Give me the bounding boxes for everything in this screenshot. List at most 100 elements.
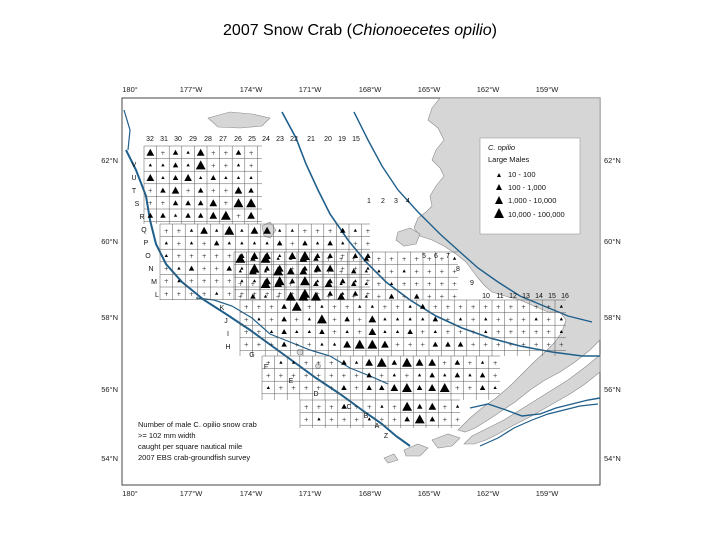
station-catch-symbol	[281, 303, 287, 309]
station-catch-symbol	[454, 372, 461, 378]
station-no-catch: +	[304, 360, 309, 367]
station-no-catch: +	[339, 268, 344, 275]
row-label: U	[131, 175, 136, 182]
lat-tick-left: 58°N	[101, 313, 118, 322]
station-no-catch: +	[211, 162, 216, 169]
station-catch-symbol	[428, 402, 437, 410]
station-catch-symbol	[238, 269, 242, 273]
station-no-catch: +	[395, 304, 400, 311]
contour-aleutian	[469, 397, 601, 417]
station-catch-symbol	[209, 199, 218, 207]
column-label: 21	[307, 136, 315, 143]
station-catch-symbol	[340, 227, 346, 233]
station-catch-symbol	[468, 373, 472, 377]
station-no-catch: +	[244, 342, 249, 349]
station-no-catch: +	[402, 294, 407, 301]
row-label: A	[375, 423, 380, 430]
station-no-catch: +	[269, 342, 274, 349]
station-catch-symbol	[278, 228, 282, 232]
station-catch-symbol	[402, 269, 406, 273]
station-catch-symbol	[421, 317, 425, 321]
lat-tick-right: 54°N	[604, 454, 621, 463]
station-no-catch: +	[455, 416, 460, 423]
station-no-catch: +	[328, 228, 333, 235]
station-no-catch: +	[365, 228, 370, 235]
station-no-catch: +	[353, 266, 358, 273]
station-no-catch: +	[256, 342, 261, 349]
survey-grid	[143, 145, 566, 428]
station-no-catch: +	[427, 281, 432, 288]
station-no-catch: +	[244, 329, 249, 336]
lat-ticks-right: 62°N 60°N 58°N 56°N 54°N	[604, 156, 621, 463]
station-catch-symbol	[414, 293, 420, 299]
station-no-catch: +	[357, 329, 362, 336]
station-catch-symbol	[278, 254, 282, 257]
station-no-catch: +	[211, 150, 216, 157]
station-no-catch: +	[376, 256, 381, 263]
station-no-catch: +	[339, 256, 344, 263]
station-catch-symbol	[402, 383, 412, 392]
station-catch-symbol	[276, 256, 280, 260]
station-catch-symbol	[404, 416, 410, 422]
station-no-catch: +	[414, 281, 419, 288]
station-catch-symbol	[417, 373, 422, 377]
station-catch-symbol	[240, 279, 244, 283]
station-no-catch: +	[202, 253, 207, 260]
station-no-catch: +	[332, 329, 337, 336]
legend-class-2: 100 - 1,000	[508, 183, 546, 192]
column-label: 19	[338, 136, 346, 143]
station-catch-symbol	[172, 200, 179, 206]
station-catch-symbol	[381, 340, 389, 348]
station-catch-symbol	[302, 240, 308, 246]
column-label: 31	[160, 136, 168, 143]
column-label: 26	[234, 136, 242, 143]
legend-class-1: 10 - 100	[508, 170, 536, 179]
lon-tick-bottom: 180°	[122, 489, 138, 498]
station-no-catch: +	[244, 304, 249, 311]
station-catch-symbol	[185, 212, 191, 218]
station-catch-symbol	[279, 360, 283, 364]
station-catch-symbol	[445, 341, 451, 347]
lat-tick-left: 56°N	[101, 385, 118, 394]
station-catch-symbol	[233, 198, 244, 208]
alaska-peninsula	[463, 354, 601, 445]
station-no-catch: +	[329, 385, 334, 392]
station-catch-symbol	[172, 162, 179, 168]
station-no-catch: +	[244, 316, 249, 323]
station-no-catch: +	[189, 278, 194, 285]
station-no-catch: +	[471, 329, 476, 336]
lon-tick-bottom: 171°W	[299, 489, 323, 498]
station-no-catch: +	[304, 385, 309, 392]
station-catch-symbol	[455, 404, 460, 408]
column-label: 7	[446, 253, 450, 260]
station-no-catch: +	[546, 304, 551, 311]
station-catch-symbol	[368, 328, 377, 335]
station-catch-symbol	[250, 255, 256, 261]
row-label: H	[225, 344, 230, 351]
note-line-4: 2007 EBS crab-groundfish survey	[138, 453, 250, 462]
station-no-catch: +	[290, 266, 295, 273]
station-catch-symbol	[260, 279, 271, 288]
station-no-catch: +	[329, 404, 334, 411]
station-catch-symbol	[249, 267, 257, 275]
station-no-catch: +	[256, 304, 261, 311]
station-catch-symbol	[146, 148, 155, 156]
lat-tick-right: 60°N	[604, 237, 621, 246]
station-catch-symbol	[281, 341, 287, 347]
station-no-catch: +	[266, 372, 271, 379]
station-catch-symbol	[209, 211, 218, 219]
station-catch-symbol	[288, 252, 297, 259]
station-no-catch: +	[290, 240, 295, 247]
station-no-catch: +	[379, 372, 384, 379]
station-no-catch: +	[365, 278, 370, 285]
station-catch-symbol	[428, 384, 436, 391]
station-catch-symbol	[429, 416, 436, 422]
station-catch-symbol	[320, 304, 324, 308]
station-no-catch: +	[340, 253, 345, 260]
station-catch-symbol	[252, 279, 257, 283]
column-label: 2	[381, 198, 385, 205]
station-catch-symbol	[368, 315, 377, 323]
station-catch-symbol	[315, 241, 320, 245]
station-no-catch: +	[414, 268, 419, 275]
station-no-catch: +	[420, 329, 425, 336]
